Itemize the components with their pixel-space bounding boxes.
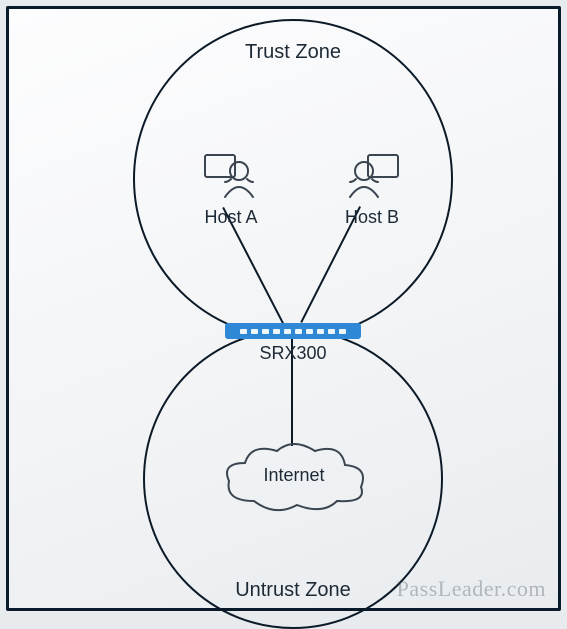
user-at-computer-icon (342, 149, 402, 210)
trust-zone-label: Trust Zone (193, 41, 393, 64)
untrust-zone-label: Untrust Zone (193, 579, 393, 602)
host-b-label: Host B (322, 207, 422, 228)
diagram-canvas: Trust Zone Untrust Zone Host A Host B SR… (6, 6, 561, 611)
srx-device-label: SRX300 (225, 343, 361, 364)
user-at-computer-icon (201, 149, 261, 210)
internet-cloud-label: Internet (219, 465, 369, 486)
srx-device-icon (225, 323, 361, 339)
internet-cloud-icon: Internet (219, 439, 369, 517)
host-a-label: Host A (181, 207, 281, 228)
trust-zone-circle (133, 19, 453, 339)
watermark-text: PassLeader.com (397, 576, 546, 602)
